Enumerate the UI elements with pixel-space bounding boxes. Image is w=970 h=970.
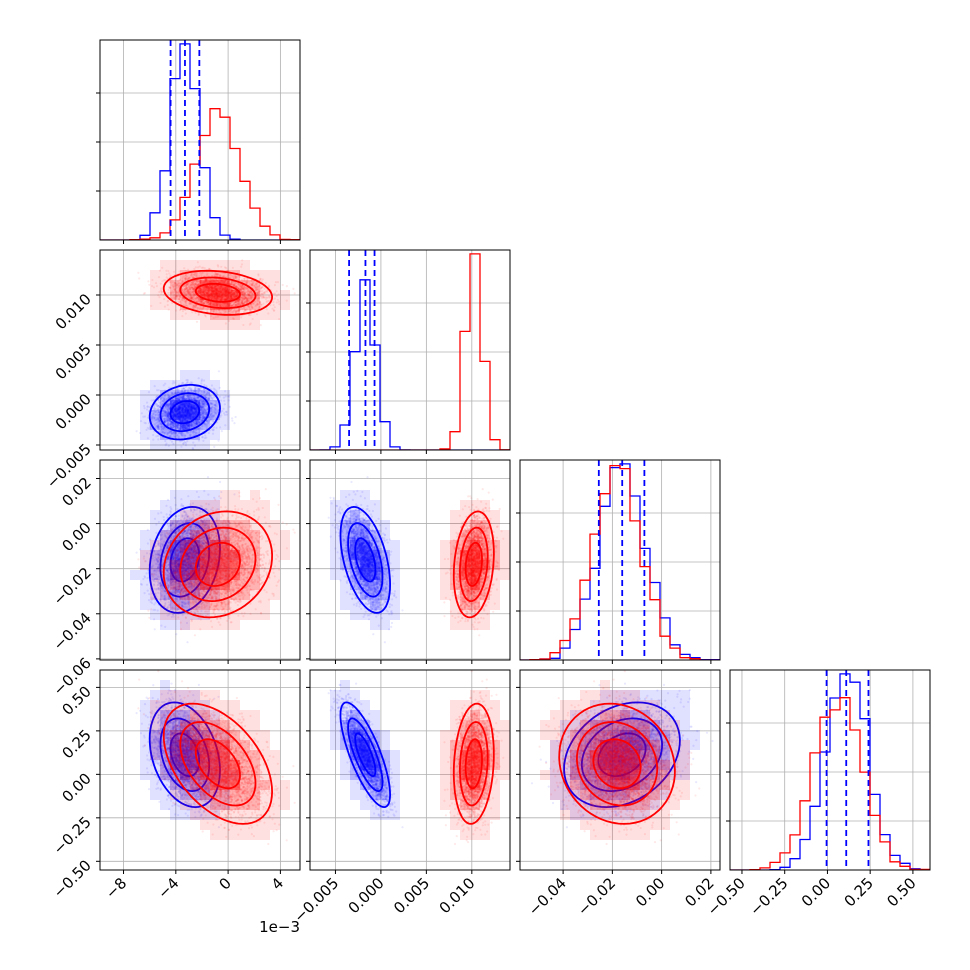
density-cell xyxy=(150,410,160,420)
density-cell xyxy=(190,370,200,380)
data-layer xyxy=(100,40,300,240)
density-cell xyxy=(140,420,150,430)
density-cell xyxy=(220,400,230,410)
density-cell xyxy=(140,410,150,420)
scatter-point xyxy=(235,416,237,418)
scatter-point xyxy=(167,451,169,453)
density-cell xyxy=(170,440,180,450)
density-cell xyxy=(200,370,210,380)
scatter-point xyxy=(233,422,235,424)
density-cell xyxy=(220,420,230,430)
density-cell xyxy=(220,390,230,400)
density-cell xyxy=(140,430,150,440)
corner-plot: −8 −4 0 4 −0.005 0.000 0.005 0.010 −0.04 −0.02 0.0… xyxy=(0,0,970,970)
density-cells xyxy=(140,370,230,450)
density-cell xyxy=(210,430,220,440)
density-cell xyxy=(180,410,190,420)
scatter-point xyxy=(294,292,296,294)
density-cell xyxy=(160,440,170,450)
density-cell xyxy=(140,400,150,410)
scatter-point xyxy=(231,417,233,419)
histogram-panel xyxy=(96,40,300,240)
scatter-panel xyxy=(100,250,306,454)
density-cell xyxy=(150,440,160,450)
scatter-point xyxy=(138,277,140,279)
scatter-point xyxy=(231,420,233,422)
scatter-point xyxy=(136,430,138,432)
scatter-point xyxy=(218,370,220,372)
density-cell xyxy=(140,390,150,400)
density-cell xyxy=(150,380,160,390)
scatter-point xyxy=(221,430,223,432)
density-cell xyxy=(190,440,200,450)
density-cell xyxy=(200,440,210,450)
density-cell xyxy=(150,430,160,440)
density-cell xyxy=(180,440,190,450)
density-cell xyxy=(220,410,230,420)
density-cell xyxy=(210,380,220,390)
scatter-point xyxy=(213,446,215,448)
scatter-point xyxy=(292,288,294,290)
scatter-point xyxy=(304,298,306,300)
density-cell xyxy=(180,390,190,400)
density-cell xyxy=(180,370,190,380)
density-cell xyxy=(160,380,170,390)
